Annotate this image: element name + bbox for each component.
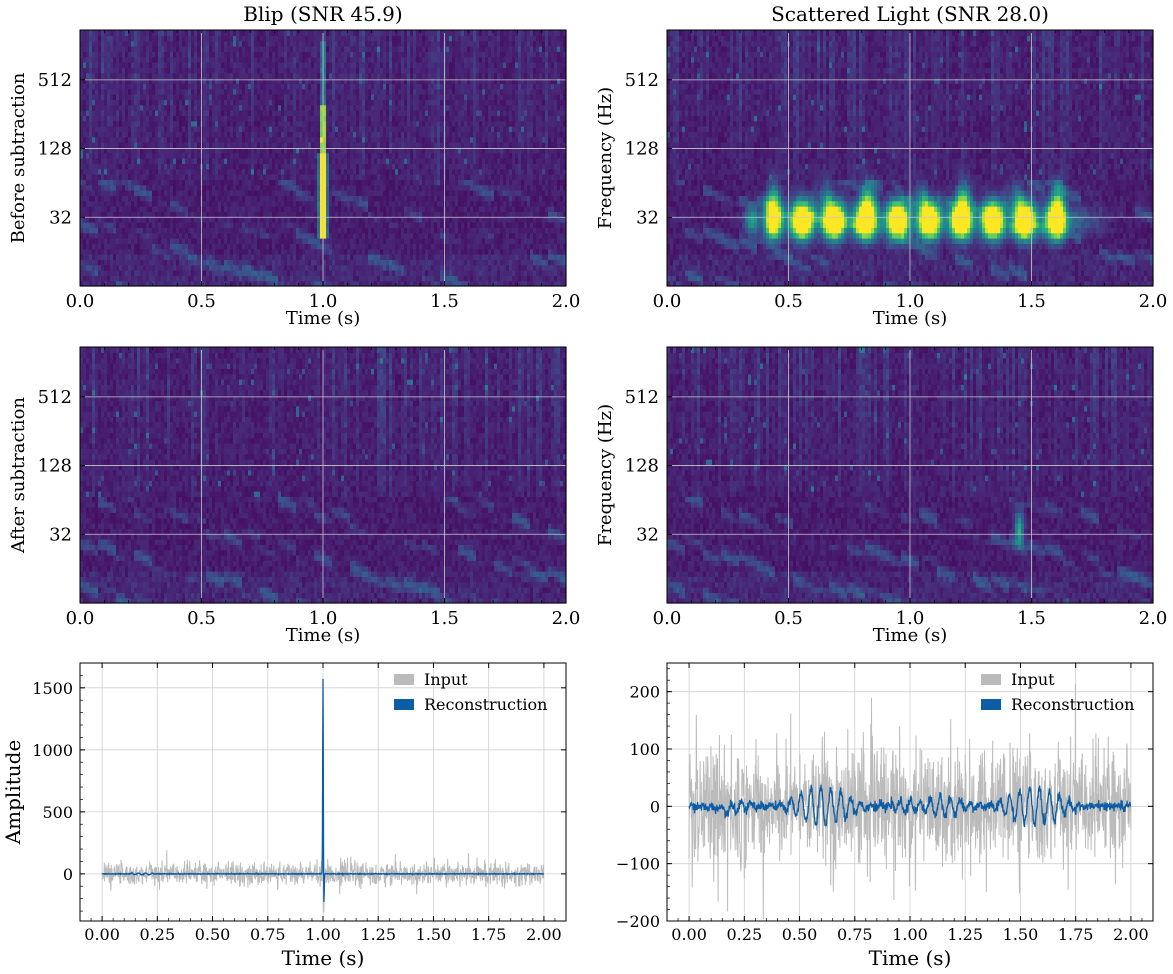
panel-blip-before: 0.0 0.5 1.0 1.5 2.032128512Blip (SNR 45.9)Ti… — [8, 2, 580, 329]
